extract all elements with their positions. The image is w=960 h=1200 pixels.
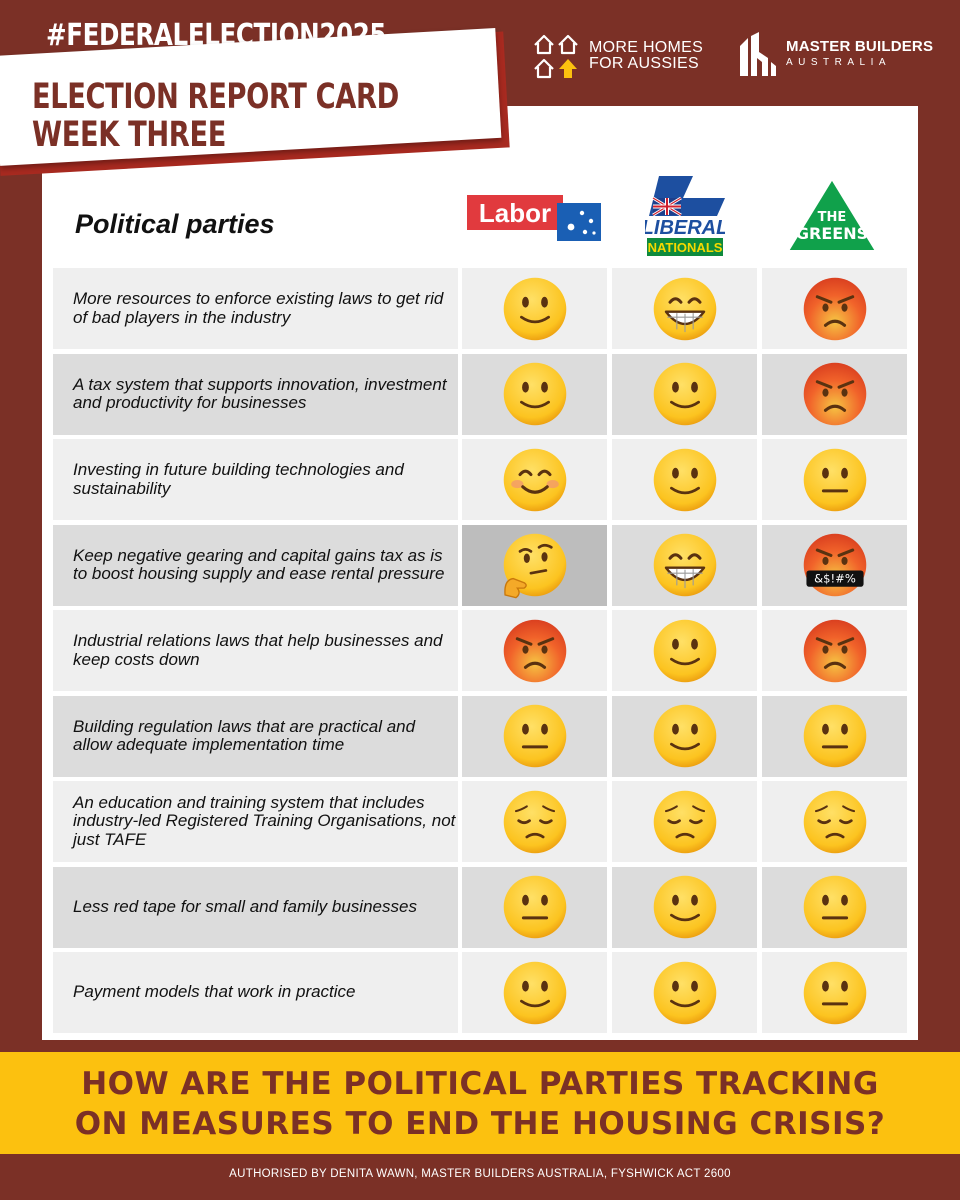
banner-line1: HOW ARE THE POLITICAL PARTIES TRACKING <box>81 1066 879 1102</box>
measure-label: More resources to enforce existing laws … <box>53 268 458 349</box>
rating-cell-liberal <box>612 353 757 435</box>
labor-logo: Labor <box>467 195 601 241</box>
cursing-symbols: &$!#% <box>814 572 856 586</box>
rating-cell-greens <box>762 866 907 948</box>
report-title-line2: WEEK THREE <box>32 115 226 155</box>
greens-logo: THE GREENS <box>786 177 878 252</box>
grin-face-icon <box>653 277 716 340</box>
rating-cell-liberal <box>612 610 757 691</box>
report-title: ELECTION REPORT CARD WEEK THREE <box>32 78 399 154</box>
rating-cell-liberal <box>612 439 757 520</box>
rating-cell-liberal <box>612 524 757 606</box>
angry-face-icon <box>803 277 866 340</box>
rating-cell-liberal <box>612 268 757 349</box>
houses-icon <box>534 34 578 79</box>
liberal-nationals-logo: LIBERAL NATIONALS <box>645 176 725 256</box>
rating-cell-labor <box>462 439 607 520</box>
more-homes-line1: MORE HOMES <box>589 39 704 56</box>
master-builders-icon <box>740 32 776 76</box>
neutral-face-icon <box>803 875 866 939</box>
slight-smile-face-icon <box>503 362 566 426</box>
master-builders-logo: MASTER BUILDERS AUSTRALIA <box>738 32 933 76</box>
measure-label: Investing in future building technologie… <box>53 439 458 520</box>
rating-cell-greens <box>762 268 907 349</box>
thinking-face-icon <box>503 533 566 599</box>
rating-cell-liberal <box>612 695 757 777</box>
measure-label: Payment models that work in practice <box>53 952 458 1033</box>
pensive-face-icon <box>803 790 866 853</box>
neutral-face-icon <box>803 448 866 511</box>
rating-cell-greens <box>762 952 907 1033</box>
more-homes-line2: FOR AUSSIES <box>589 55 699 72</box>
measure-label: A tax system that supports innovation, i… <box>53 353 458 435</box>
measure-label: Less red tape for small and family busin… <box>53 866 458 948</box>
neutral-face-icon <box>503 704 566 768</box>
rating-cell-greens <box>762 439 907 520</box>
grin-face-icon <box>653 533 716 597</box>
authorisation-footer: AUTHORISED BY DENITA WAWN, MASTER BUILDE… <box>229 1168 731 1180</box>
measure-label: An education and training system that in… <box>53 781 458 862</box>
angry-face-icon <box>803 362 866 426</box>
rating-cell-labor <box>462 268 607 349</box>
slight-smile-face-icon <box>653 448 716 511</box>
rating-cell-liberal <box>612 781 757 862</box>
rating-cell-liberal <box>612 952 757 1033</box>
measure-label: Industrial relations laws that help busi… <box>53 610 458 691</box>
labor-logo-text: Labor <box>479 198 551 228</box>
measure-label: Keep negative gearing and capital gains … <box>53 524 458 606</box>
greens-logo-text-2: GREENS <box>796 224 868 243</box>
more-homes-logo: MORE HOMES FOR AUSSIES <box>533 32 703 80</box>
rating-cell-labor <box>462 610 607 691</box>
rating-cell-greens <box>762 695 907 777</box>
rating-cell-labor <box>462 866 607 948</box>
rating-cell-labor <box>462 524 607 606</box>
slight-smile-face-icon <box>653 961 716 1024</box>
master-builders-line1: MASTER BUILDERS <box>786 38 934 55</box>
rating-cell-greens: &$!#% <box>762 524 907 606</box>
rating-cell-greens <box>762 353 907 435</box>
rating-cell-greens <box>762 610 907 691</box>
slight-smile-face-icon <box>653 619 716 682</box>
slight-smile-face-icon <box>503 961 566 1024</box>
neutral-face-icon <box>503 875 566 939</box>
rating-cell-labor <box>462 695 607 777</box>
pensive-face-icon <box>653 790 716 853</box>
measure-label: Building regulation laws that are practi… <box>53 695 458 777</box>
rating-cell-labor <box>462 952 607 1033</box>
neutral-face-icon <box>803 704 866 768</box>
blush-smile-face-icon <box>503 448 566 511</box>
slight-smile-face-icon <box>653 704 716 768</box>
banner-line2: ON MEASURES TO END THE HOUSING CRISIS? <box>74 1106 886 1142</box>
slight-smile-face-icon <box>503 277 566 340</box>
master-builders-line2: AUSTRALIA <box>786 57 892 68</box>
rating-cell-greens <box>762 781 907 862</box>
liberal-logo-text: LIBERAL <box>645 217 725 239</box>
question-banner: HOW ARE THE POLITICAL PARTIES TRACKING O… <box>0 1052 960 1154</box>
report-title-line1: ELECTION REPORT CARD <box>32 77 399 117</box>
nationals-logo-text: NATIONALS <box>648 240 723 255</box>
slight-smile-face-icon <box>653 362 716 426</box>
rating-cell-labor <box>462 781 607 862</box>
neutral-face-icon <box>803 961 866 1024</box>
cursing-face-icon: &$!#% <box>803 533 866 597</box>
rating-cell-labor <box>462 353 607 435</box>
political-parties-label: Political parties <box>75 209 275 239</box>
angry-face-icon <box>803 619 866 682</box>
pensive-face-icon <box>503 790 566 853</box>
rating-cell-liberal <box>612 866 757 948</box>
greens-logo-text-1: THE <box>818 210 847 225</box>
angry-face-icon <box>503 619 566 682</box>
slight-smile-face-icon <box>653 875 716 939</box>
